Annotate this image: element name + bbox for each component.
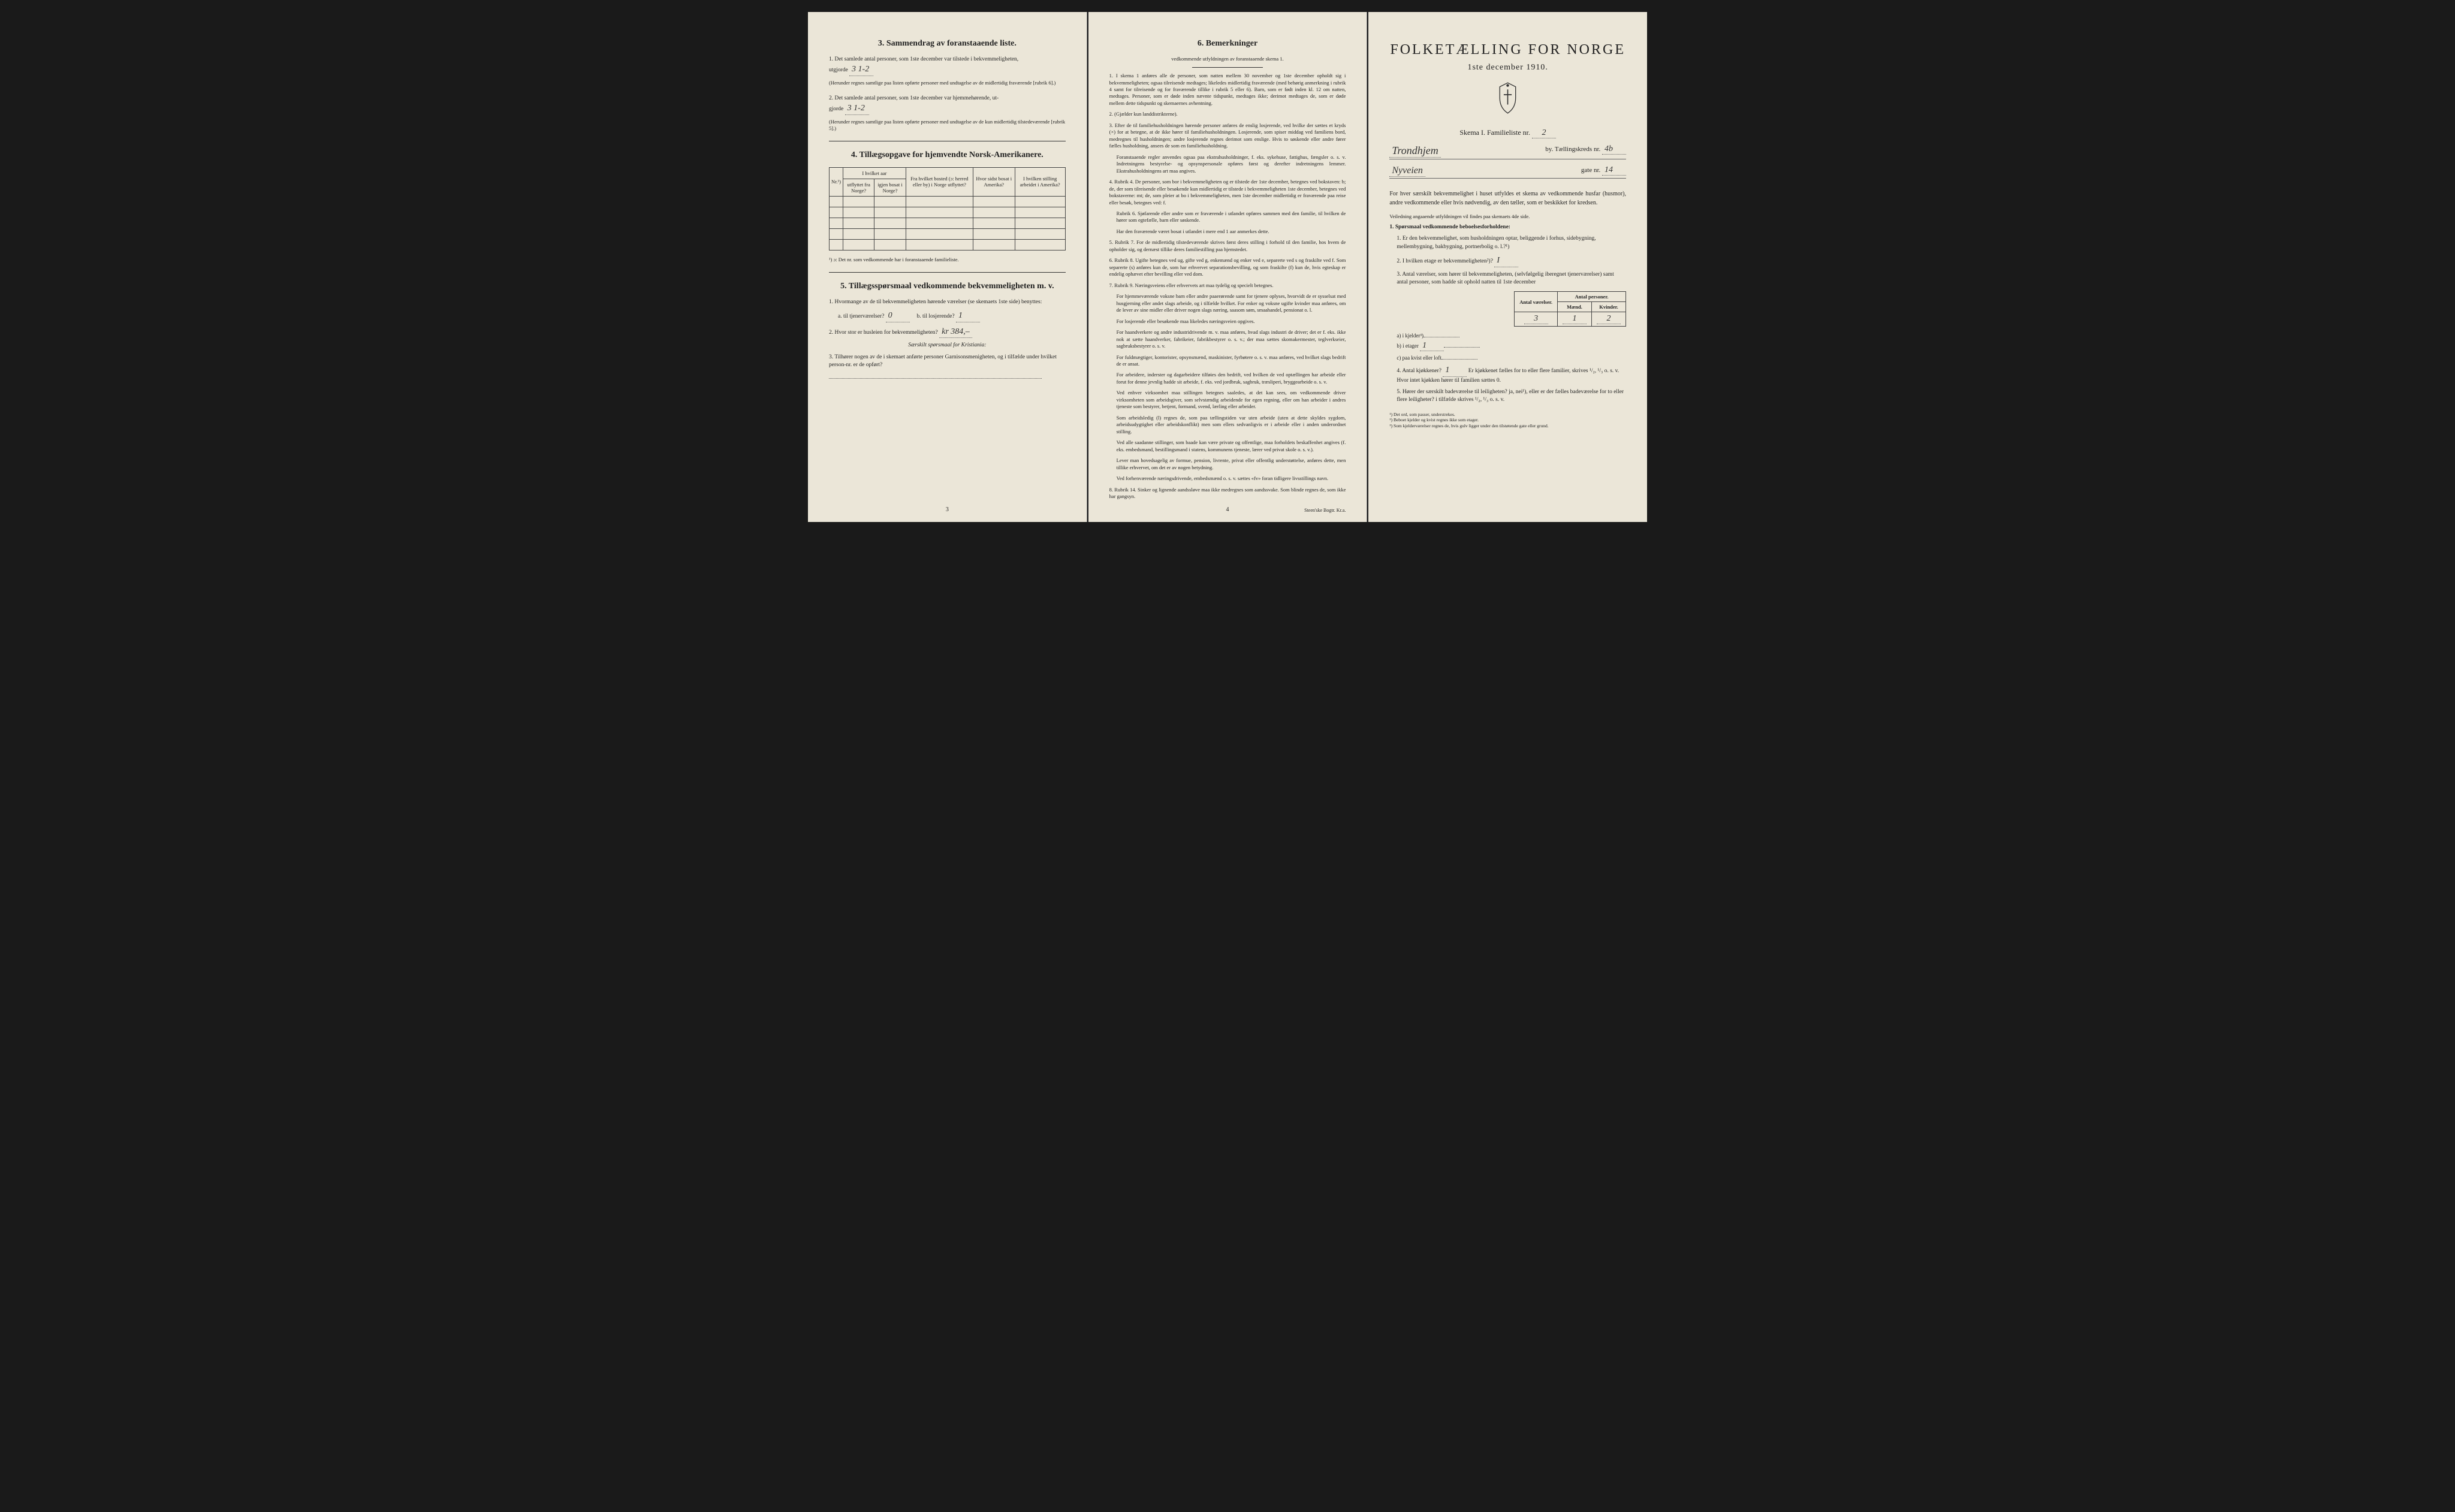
intro-note: Veiledning angaaende utfyldningen vil fi… [1389,213,1626,220]
section5-title: 5. Tillægsspørsmaal vedkommende bekvemme… [829,282,1066,291]
gate-nr: 14 [1602,165,1626,176]
remark-item: 5. Rubrik 7. For de midlertidig tilstede… [1109,239,1346,253]
remark-item: Ved forhenværende næringsdrivende, embed… [1109,475,1346,482]
remark-item: 7. Rubrik 9. Næringsveiens eller erhverv… [1109,282,1346,289]
city-value: Trondhjem [1389,144,1440,158]
remark-item: Ved enhver virksomhet maa stillingen bet… [1109,390,1346,410]
remark-item: 6. Rubrik 8. Ugifte betegnes ved ug, gif… [1109,257,1346,277]
q1-4: 4. Antal kjøkkener? 1 Er kjøkkenet fælle… [1389,364,1626,385]
remark-item: Foranstaaende regler anvendes ogsaa paa … [1109,154,1346,174]
section4-footnote: ¹) ɔ: Det nr. som vedkommende har i fora… [829,256,1066,263]
page-4: 6. Bemerkninger vedkommende utfyldningen… [1088,12,1368,522]
section5-item3: 3. Tilhører nogen av de i skemaet anført… [829,354,1066,370]
remarks-list: 1. I skema 1 anføres alle de personer, s… [1109,73,1346,500]
footnotes: ¹) Det ord, som passer, understrekes. ²)… [1389,412,1626,429]
section3-title: 3. Sammendrag av foranstaaende liste. [829,39,1066,49]
row-c: c) paa kvist eller loft [1389,354,1626,361]
gate-value: Nyveien [1389,165,1425,177]
section3-item2-note: (Herunder regnes samtlige paa listen opf… [829,119,1066,132]
q1-title: 1. Spørsmaal vedkommende beboelsesforhol… [1389,224,1626,231]
kreds-value: 4b [1602,144,1626,155]
remark-item: 8. Rubrik 14. Sinker og lignende aandssl… [1109,487,1346,500]
schema-line: Skema I. Familieliste nr. 2 [1389,128,1626,138]
familieliste-nr: 2 [1532,128,1556,138]
divider [1192,67,1263,68]
remark-item: 2. (Gjælder kun landdistrikterne). [1109,111,1346,117]
table-row [830,239,1066,250]
intro-text: For hver særskilt bekvemmelighet i huset… [1389,189,1626,207]
kristiania-note: Særskilt spørsmaal for Kristiania: [829,342,1066,349]
section6-subtitle: vedkommende utfyldningen av foranstaaend… [1109,56,1346,62]
losjerende-value: 1 [956,310,980,322]
remark-item: Som arbeidsledig (l) regnes de, som paa … [1109,415,1346,435]
row-b: b) i etager 1 [1389,341,1626,351]
remark-item: For losjerende eller besøkende maa likel… [1109,318,1346,325]
census-document: 3. Sammendrag av foranstaaende liste. 1.… [808,12,1647,522]
remark-item: 3. Efter de til familiehusholdningen hør… [1109,122,1346,150]
section5-item1ab: a. til tjenerværelser? 0 b. til losjeren… [829,310,1066,322]
section4-title: 4. Tillægsopgave for hjemvendte Norsk-Am… [829,150,1066,160]
gate-line: Nyveien gate nr. 14 [1389,165,1626,179]
etage-value: I [1494,255,1518,267]
remark-item: 4. Rubrik 4. De personer, som bor i bekv… [1109,179,1346,206]
fill-line [829,373,1042,379]
q1-1: 1. Er den bekvemmelighet, som husholdnin… [1389,235,1626,251]
kjokken-value: 1 [1443,364,1467,377]
table-row [830,228,1066,239]
remark-item: For fuldmægtiger, kontorister, opsynsmæn… [1109,354,1346,368]
section5-item1: 1. Hvormange av de til bekvemmeligheten … [829,298,1066,306]
q1-3: 3. Antal værelser, som hører til bekvemm… [1389,271,1626,287]
table-row: 3 1 2 [1515,312,1626,327]
remark-item: 1. I skema 1 anføres alle de personer, s… [1109,73,1346,107]
q1-5: 5. Hører der særskilt badeværelse til le… [1389,388,1626,405]
remark-item: Lever man hovedsagelig av formue, pensio… [1109,457,1346,471]
q1-2: 2. I hvilken etage er bekvemmeligheten²)… [1389,255,1626,267]
husleie-value: kr 384,– [939,326,972,339]
date-subtitle: 1ste december 1910. [1389,63,1626,73]
table-row [830,218,1066,228]
title-page: FOLKETÆLLING FOR NORGE 1ste december 191… [1368,12,1647,522]
page-3: 3. Sammendrag av foranstaaende liste. 1.… [808,12,1087,522]
remark-item: For haandverkere og andre industridriven… [1109,329,1346,349]
amerikanere-table: Nr.¹) I hvilket aar Fra hvilket bosted (… [829,167,1066,251]
section3-item1: 1. Det samlede antal personer, som 1ste … [829,56,1066,76]
hjemmehorende-value: 3 1-2 [845,102,869,115]
section5-item2: 2. Hvor stor er husleien for bekvemmelig… [829,326,1066,339]
page-number: 3 [946,506,949,513]
page-number: 4 [1226,506,1229,513]
count-table: Antal værelser. Antal personer. Mænd. Kv… [1514,291,1626,327]
tilstede-value: 3 1-2 [849,64,873,76]
coat-of-arms-icon [1389,82,1626,116]
remark-item: Har den fraværende været bosat i utlande… [1109,228,1346,235]
remark-item: Rubrik 6. Sjøfarende eller andre som er … [1109,210,1346,224]
row-a: a) i kjelder³) [1389,331,1626,339]
table-row [830,196,1066,207]
remark-item: Ved alle saadanne stillinger, som baade … [1109,439,1346,453]
city-line: Trondhjem by. Tællingskreds nr. 4b [1389,144,1626,159]
remark-item: For hjemmeværende voksne barn eller andr… [1109,293,1346,313]
section3-item1-note: (Herunder regnes samtlige paa listen opf… [829,80,1066,86]
printer-note: Steen'ske Bogtr. Kr.a. [1304,508,1346,513]
tjener-value: 0 [886,310,910,322]
divider [829,272,1066,273]
remark-item: For arbeidere, inderster og dagarbeidere… [1109,372,1346,385]
section6-title: 6. Bemerkninger [1109,39,1346,49]
main-title: FOLKETÆLLING FOR NORGE [1389,42,1626,58]
table-row [830,207,1066,218]
section3-item2: 2. Det samlede antal personer, som 1ste … [829,95,1066,115]
